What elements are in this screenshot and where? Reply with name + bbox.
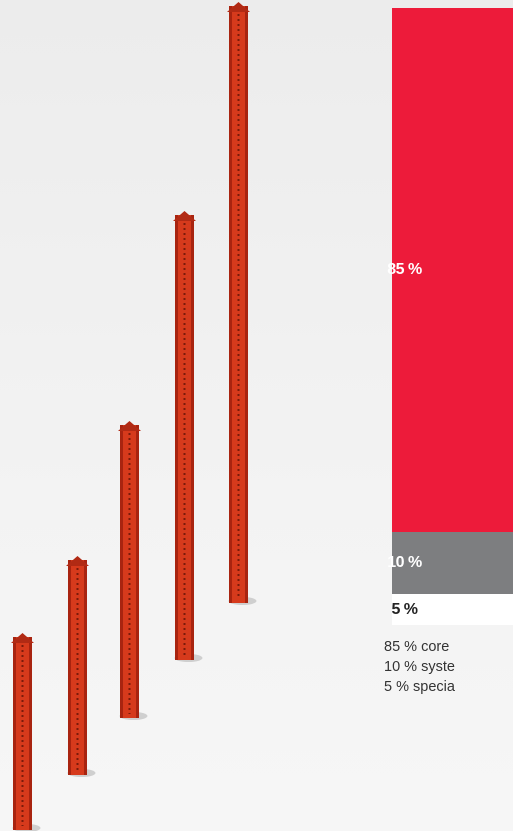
data-label-5: 5 % [391,600,418,618]
stacked-percentage-bar: 85 % 10 % 5 % [387,8,513,625]
steel-beam-4 [173,211,196,660]
steel-beam-3 [118,421,141,718]
bar-segment-10: 10 % [387,532,513,594]
steel-beam-1 [11,633,34,830]
bar-segment-85: 85 % [387,8,513,532]
steel-beam-2 [66,556,89,775]
bar-segment-5: 5 % [391,594,513,625]
steel-beam-5 [227,2,250,603]
data-label-10: 10 % [387,554,422,571]
data-label-85: 85 % [387,261,422,278]
steel-beams-illustration [11,2,257,831]
legend-item-special: 5 % specia [384,679,455,695]
legend-item-core: 85 % core [384,639,450,655]
legend-item-system: 10 % syste [384,659,455,675]
legend: 85 % core 10 % syste 5 % specia [384,637,513,697]
